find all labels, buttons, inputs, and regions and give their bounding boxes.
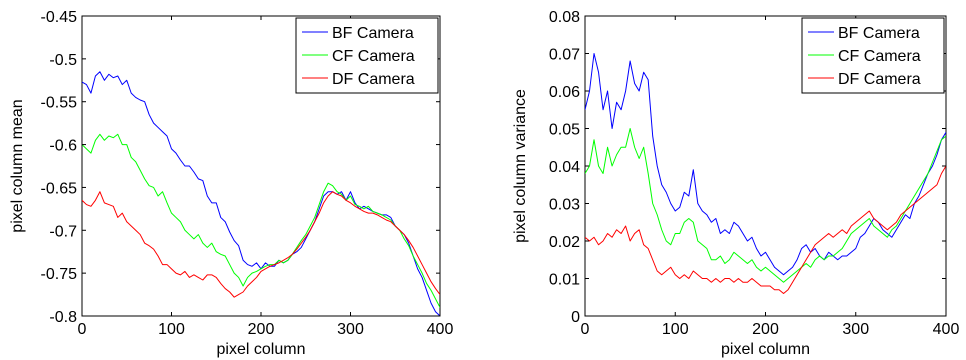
y-tick-label: 0 bbox=[571, 309, 580, 326]
legend-label-df-camera: DF Camera bbox=[838, 71, 921, 88]
x-axis-label: pixel column bbox=[721, 341, 810, 358]
series-line-cf-camera bbox=[585, 128, 946, 283]
series-line-bf-camera bbox=[585, 53, 946, 276]
y-tick-label: 0.03 bbox=[549, 197, 580, 214]
legend-label-df-camera: DF Camera bbox=[332, 71, 415, 88]
y-tick-label: 0.06 bbox=[549, 84, 580, 101]
y-tick-label: 0.07 bbox=[549, 47, 580, 64]
y-tick-label: -0.6 bbox=[49, 138, 77, 155]
y-tick-label: 0.04 bbox=[549, 159, 580, 176]
series-line-df-camera bbox=[82, 191, 440, 298]
x-tick-label: 200 bbox=[248, 321, 275, 338]
y-tick-label: -0.75 bbox=[41, 266, 78, 283]
x-tick-label: 100 bbox=[158, 321, 185, 338]
legend-label-cf-camera: CF Camera bbox=[838, 48, 921, 65]
plot-column-variance: 0 100 200 300 400 0 0.01 0.02 0.03 0.04 0.05 0.06 0.… bbox=[512, 9, 959, 358]
y-tick-label: -0.7 bbox=[49, 223, 77, 240]
x-tick-label: 300 bbox=[337, 321, 364, 338]
x-tick-label: 400 bbox=[427, 321, 454, 338]
y-tick-label: -0.45 bbox=[41, 9, 78, 26]
y-tick-label: -0.65 bbox=[41, 180, 78, 197]
x-tick-label: 100 bbox=[662, 321, 689, 338]
y-tick-label: -0.8 bbox=[49, 309, 77, 326]
legend-label-cf-camera: CF Camera bbox=[332, 48, 415, 65]
y-tick-label: -0.55 bbox=[41, 95, 78, 112]
y-axis-label: pixel column mean bbox=[9, 99, 26, 232]
y-tick-label: 0.02 bbox=[549, 234, 580, 251]
x-tick-label: 400 bbox=[933, 321, 960, 338]
x-tick-label: 300 bbox=[842, 321, 869, 338]
series-line-df-camera bbox=[585, 165, 946, 294]
legend-label-bf-camera: BF Camera bbox=[838, 25, 920, 42]
plot-column-mean: 0 100 200 300 400 -0.8 -0.75 -0.7 -0.65 -0.6 -0.55… bbox=[9, 9, 453, 358]
legend: BF Camera CF Camera DF Camera bbox=[801, 17, 945, 94]
y-axis-label: pixel column variance bbox=[512, 89, 529, 243]
y-tick-label: 0.05 bbox=[549, 122, 580, 139]
legend-label-bf-camera: BF Camera bbox=[332, 25, 414, 42]
series-line-cf-camera bbox=[82, 133, 440, 308]
legend: BF Camera CF Camera DF Camera bbox=[295, 17, 439, 94]
y-tick-label: 0.01 bbox=[549, 272, 580, 289]
x-tick-label: 0 bbox=[78, 321, 87, 338]
x-tick-label: 0 bbox=[581, 321, 590, 338]
x-axis-label: pixel column bbox=[217, 341, 306, 358]
x-tick-label: 200 bbox=[752, 321, 779, 338]
y-tick-label: 0.08 bbox=[549, 9, 580, 26]
y-tick-label: -0.5 bbox=[49, 52, 77, 69]
